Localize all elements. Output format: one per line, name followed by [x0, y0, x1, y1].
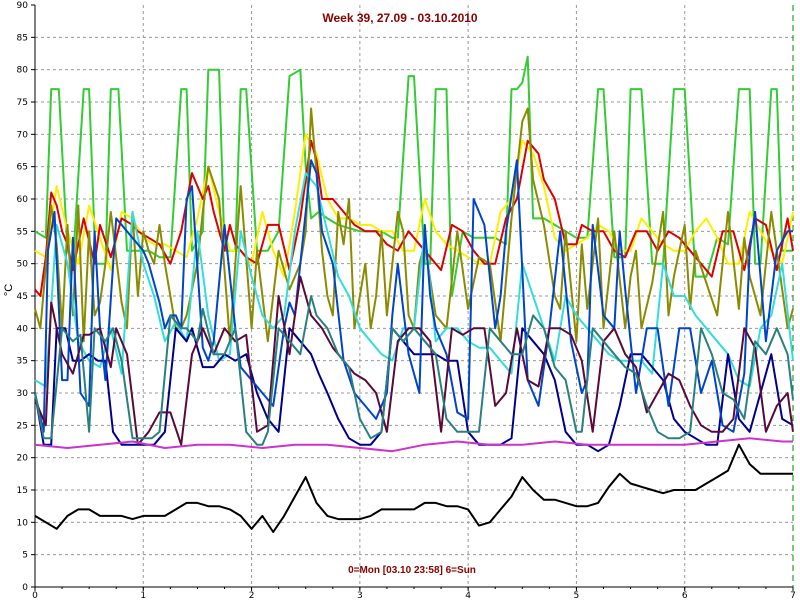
y-tick-label: 10	[17, 518, 29, 528]
x-tick-label: 0	[32, 591, 38, 600]
chart-footnote: 0=Mon [03.10 23:58] 6=Sun	[348, 565, 476, 576]
y-tick-label: 20	[17, 454, 29, 464]
y-tick-label: 30	[17, 389, 29, 399]
series-line-9	[34, 437, 793, 453]
x-tick-label: 1	[140, 591, 146, 600]
series-line-10	[34, 443, 793, 533]
series-line-8	[34, 295, 794, 446]
y-tick-label: 25	[17, 421, 28, 431]
series-line-3	[34, 107, 794, 343]
x-tick-label: 5	[574, 591, 580, 600]
y-tick-label: 45	[17, 292, 28, 302]
x-tick-label: 2	[249, 591, 255, 600]
y-tick-label: 70	[17, 130, 29, 140]
y-tick-label: 80	[17, 66, 29, 76]
x-tick-label: 4	[465, 591, 471, 600]
y-tick-label: 75	[17, 98, 28, 108]
y-tick-label: 35	[17, 357, 28, 367]
y-tick-label: 40	[17, 324, 29, 334]
series-line-7	[34, 275, 794, 446]
y-tick-label: 65	[17, 163, 28, 173]
x-tick-label: 7	[790, 591, 796, 600]
y-tick-label: 0	[22, 583, 28, 593]
y-tick-label: 5	[22, 551, 28, 561]
x-tick-label: 6	[682, 591, 688, 600]
y-tick-label: 50	[17, 260, 29, 270]
axes	[31, 4, 794, 591]
y-axis-label: °C	[3, 284, 15, 296]
y-tick-label: 85	[17, 33, 28, 43]
y-tick-label: 90	[17, 1, 29, 11]
x-tick-label: 3	[357, 591, 363, 600]
series-group	[34, 55, 794, 533]
y-tick-label: 15	[17, 486, 28, 496]
chart-title: Week 39, 27.09 - 03.10.2010	[322, 11, 478, 25]
y-tick-label: 55	[17, 227, 28, 237]
y-tick-label: 60	[17, 195, 29, 205]
